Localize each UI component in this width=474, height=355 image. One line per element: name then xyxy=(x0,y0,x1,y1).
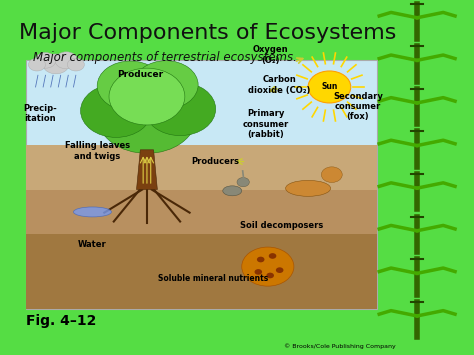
Circle shape xyxy=(97,79,197,153)
Text: Precip-
itation: Precip- itation xyxy=(23,104,57,123)
Circle shape xyxy=(276,267,283,273)
Text: Secondary
consumer
(fox): Secondary consumer (fox) xyxy=(333,92,383,121)
Text: Major Components of Ecosystems: Major Components of Ecosystems xyxy=(19,23,396,43)
Circle shape xyxy=(55,52,78,69)
Text: Major components of terrestrial ecosystems.: Major components of terrestrial ecosyste… xyxy=(33,51,297,65)
Circle shape xyxy=(28,58,46,71)
Text: Fig. 4–12: Fig. 4–12 xyxy=(26,315,96,328)
Text: Sun: Sun xyxy=(321,82,337,92)
Circle shape xyxy=(134,61,198,109)
FancyBboxPatch shape xyxy=(26,60,377,309)
Circle shape xyxy=(109,68,185,125)
Circle shape xyxy=(321,167,342,182)
Text: Primary
consumer
(rabbit): Primary consumer (rabbit) xyxy=(242,109,289,139)
Text: Carbon
dioxide (CO₂): Carbon dioxide (CO₂) xyxy=(248,76,311,95)
Circle shape xyxy=(35,53,56,68)
Circle shape xyxy=(257,257,264,262)
FancyBboxPatch shape xyxy=(26,190,377,234)
Circle shape xyxy=(269,253,276,259)
Text: Producer: Producer xyxy=(117,70,163,79)
Circle shape xyxy=(43,54,69,74)
Text: Falling leaves
and twigs: Falling leaves and twigs xyxy=(64,141,130,160)
Circle shape xyxy=(237,178,249,187)
Text: Soluble mineral nutrients: Soluble mineral nutrients xyxy=(158,274,268,283)
Circle shape xyxy=(81,84,152,137)
FancyBboxPatch shape xyxy=(26,234,377,309)
Circle shape xyxy=(145,82,216,136)
Text: Producers: Producers xyxy=(191,157,240,166)
Circle shape xyxy=(308,71,351,103)
Polygon shape xyxy=(137,150,157,190)
Circle shape xyxy=(97,61,164,111)
Text: Water: Water xyxy=(78,240,107,250)
Circle shape xyxy=(266,273,274,278)
Ellipse shape xyxy=(73,207,111,217)
Text: Soil decomposers: Soil decomposers xyxy=(240,221,324,230)
Circle shape xyxy=(67,58,84,71)
Ellipse shape xyxy=(223,186,242,196)
Text: © Brooks/Cole Publishing Company: © Brooks/Cole Publishing Company xyxy=(284,343,396,349)
Circle shape xyxy=(255,269,262,275)
FancyBboxPatch shape xyxy=(26,145,377,234)
Circle shape xyxy=(242,247,294,286)
Ellipse shape xyxy=(285,180,331,196)
Text: Oxygen
(O₂): Oxygen (O₂) xyxy=(252,45,288,65)
